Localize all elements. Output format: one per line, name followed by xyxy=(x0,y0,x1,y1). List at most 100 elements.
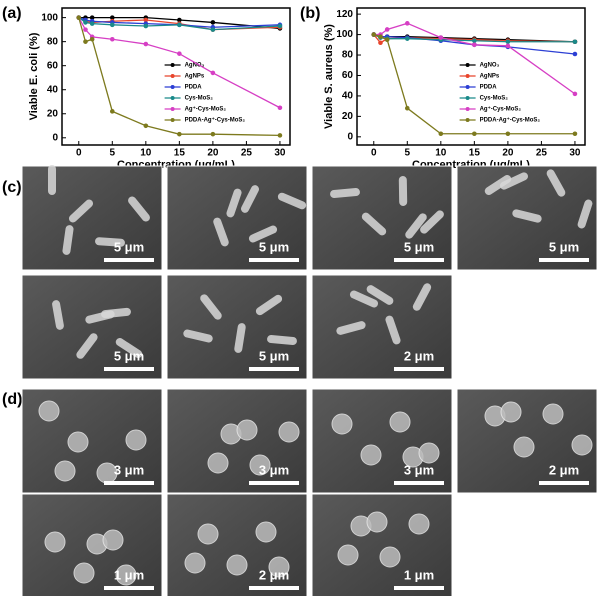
scale-bar xyxy=(104,258,154,262)
data-point xyxy=(210,131,216,137)
legend-marker xyxy=(170,118,175,122)
data-point xyxy=(384,27,390,32)
cell xyxy=(67,431,89,453)
data-point xyxy=(277,105,283,111)
cell xyxy=(226,188,242,218)
scale-bar xyxy=(394,258,444,262)
data-point xyxy=(472,42,477,48)
legend-label: PDDA-Ag⁺-Cys-MoS₂ xyxy=(480,117,541,124)
scale-bar-label: 3 μm xyxy=(259,462,289,477)
data-point xyxy=(109,36,115,42)
y-tick-label: 40 xyxy=(47,84,59,95)
data-point xyxy=(83,20,88,25)
legend-marker xyxy=(465,107,470,111)
scale-bar-label: 1 μm xyxy=(404,567,434,582)
cell xyxy=(546,169,566,197)
micrograph xyxy=(166,274,308,380)
cell xyxy=(366,511,388,533)
y-tick-label: 80 xyxy=(47,36,59,47)
scale-bar-label: 5 μm xyxy=(549,239,579,254)
scale-bar-label: 5 μm xyxy=(114,348,144,363)
legend-marker xyxy=(170,96,175,100)
data-point xyxy=(109,22,115,28)
scale-bar xyxy=(394,367,444,371)
data-point xyxy=(472,38,477,44)
scale-bar xyxy=(104,481,154,485)
series-line xyxy=(373,22,576,95)
cell xyxy=(241,185,259,213)
x-tick-label: 15 xyxy=(174,148,186,159)
legend-marker xyxy=(170,85,175,89)
cell xyxy=(577,199,593,229)
x-tick-label: 25 xyxy=(241,148,253,159)
scale-bar-label: 2 μm xyxy=(549,462,579,477)
cell xyxy=(249,454,271,476)
cell xyxy=(44,531,66,553)
cell xyxy=(102,529,124,551)
x-tick-label: 10 xyxy=(140,148,152,159)
scale-bar-label: 1 μm xyxy=(114,567,144,582)
cell xyxy=(267,335,297,345)
data-point xyxy=(572,39,578,45)
data-point xyxy=(404,36,410,41)
data-point xyxy=(438,35,444,40)
cell xyxy=(331,413,353,435)
micrograph xyxy=(311,165,453,271)
cell xyxy=(278,421,300,443)
x-tick-label: 10 xyxy=(435,148,447,159)
cell xyxy=(337,544,359,566)
plot-frame xyxy=(61,7,291,146)
cell xyxy=(255,521,277,543)
cell xyxy=(76,333,98,359)
cell xyxy=(95,237,125,247)
data-point xyxy=(89,15,95,20)
data-point xyxy=(371,32,377,37)
cell xyxy=(361,212,387,236)
cell xyxy=(389,411,411,433)
scale-bar xyxy=(539,258,589,262)
cell xyxy=(513,436,535,458)
micrograph xyxy=(21,274,163,380)
x-tick-label: 20 xyxy=(502,148,514,159)
data-point xyxy=(109,15,115,20)
legend-label: PDDA-Ag⁺-Cys-MoS₂ xyxy=(185,117,246,124)
scale-bar xyxy=(394,586,444,590)
x-tick-label: 30 xyxy=(569,148,581,159)
y-tick-label: 20 xyxy=(342,111,354,122)
cell xyxy=(183,329,213,343)
data-point xyxy=(404,105,410,111)
data-point xyxy=(83,39,88,44)
cell xyxy=(418,442,440,464)
x-tick-label: 0 xyxy=(371,148,377,159)
x-tick-label: 25 xyxy=(536,148,548,159)
cell xyxy=(115,564,137,586)
data-point xyxy=(76,15,82,20)
cell xyxy=(330,188,360,198)
panel-label: (d) xyxy=(2,391,22,408)
legend-marker xyxy=(465,63,470,67)
cell xyxy=(101,307,131,319)
cell xyxy=(512,209,542,223)
micrograph xyxy=(311,493,453,596)
legend-marker xyxy=(170,74,175,78)
x-tick-label: 15 xyxy=(469,148,481,159)
x-tick-label: 30 xyxy=(274,148,286,159)
series-line xyxy=(78,17,281,109)
x-tick-label: 5 xyxy=(405,148,411,159)
data-point xyxy=(143,41,149,47)
panel-label: (c) xyxy=(2,179,22,196)
legend-label: Cys-MoS₂ xyxy=(480,96,509,102)
panel-label: (a) xyxy=(2,5,22,22)
y-tick-label: 60 xyxy=(47,60,59,71)
data-point xyxy=(210,27,216,32)
data-point xyxy=(210,70,216,76)
cell xyxy=(484,175,512,195)
scale-bar xyxy=(394,481,444,485)
y-axis-label: Viable E. coli (%) xyxy=(28,32,40,120)
legend-label: AgNO₃ xyxy=(480,63,500,69)
data-point xyxy=(378,34,383,39)
data-point xyxy=(572,91,578,97)
y-tick-label: 120 xyxy=(336,9,353,20)
micrograph xyxy=(21,165,163,271)
cell xyxy=(385,315,401,345)
